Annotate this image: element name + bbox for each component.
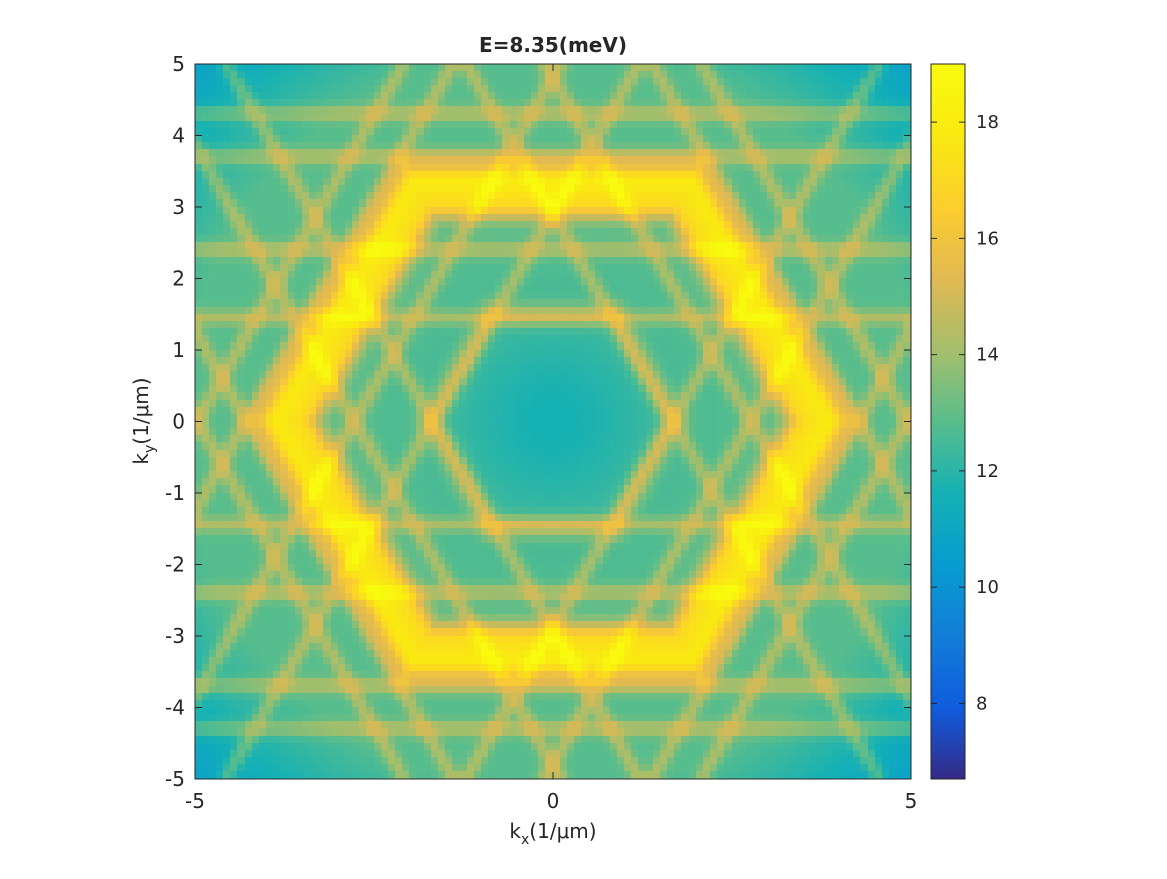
y-tick-label: 1 <box>172 338 185 362</box>
y-tick-label: 2 <box>172 267 185 291</box>
colorbar-tick-label: 10 <box>976 577 999 598</box>
colorbar-tick-label: 14 <box>976 345 999 366</box>
colorbar <box>930 63 966 780</box>
y-tick-label: -5 <box>165 767 185 791</box>
x-axis-label-base: k <box>509 819 521 843</box>
colorbar-tick-label: 8 <box>976 693 987 714</box>
y-tick-label: 0 <box>172 410 185 434</box>
heatmap-image <box>195 64 911 779</box>
y-axis-label: ky(1/μm) <box>129 377 158 464</box>
colorbar-ticks: 8 10 12 14 16 18 <box>931 112 999 714</box>
x-axis-label-rest: (1/μm) <box>529 819 596 843</box>
y-tick-label: -3 <box>165 624 185 648</box>
x-tick-label: -5 <box>185 789 205 813</box>
x-axis: -5 0 5 <box>185 64 917 813</box>
y-tick-label: -1 <box>165 481 185 505</box>
chart-title: E=8.35(meV) <box>479 33 627 57</box>
y-tick-label: 5 <box>172 52 185 76</box>
y-tick-label: -4 <box>165 696 185 720</box>
y-axis-label-sub: y <box>142 445 158 453</box>
y-axis-label-base: k <box>129 453 153 465</box>
y-tick-label: 4 <box>172 124 185 148</box>
colorbar-tick-label: 18 <box>976 112 999 133</box>
y-axis-label-rest: (1/μm) <box>129 377 153 444</box>
colorbar-tick-label: 16 <box>976 228 999 249</box>
x-axis-label-sub: x <box>521 832 529 848</box>
y-tick-label: -2 <box>165 553 185 577</box>
y-axis: -5 -4 -3 -2 -1 0 1 2 3 4 5 <box>165 52 911 791</box>
x-axis-label: kx(1/μm) <box>509 819 596 848</box>
colorbar-tick-label: 12 <box>976 461 999 482</box>
y-tick-label: 3 <box>172 195 185 219</box>
x-tick-label: 5 <box>905 789 918 813</box>
x-tick-label: 0 <box>547 789 560 813</box>
